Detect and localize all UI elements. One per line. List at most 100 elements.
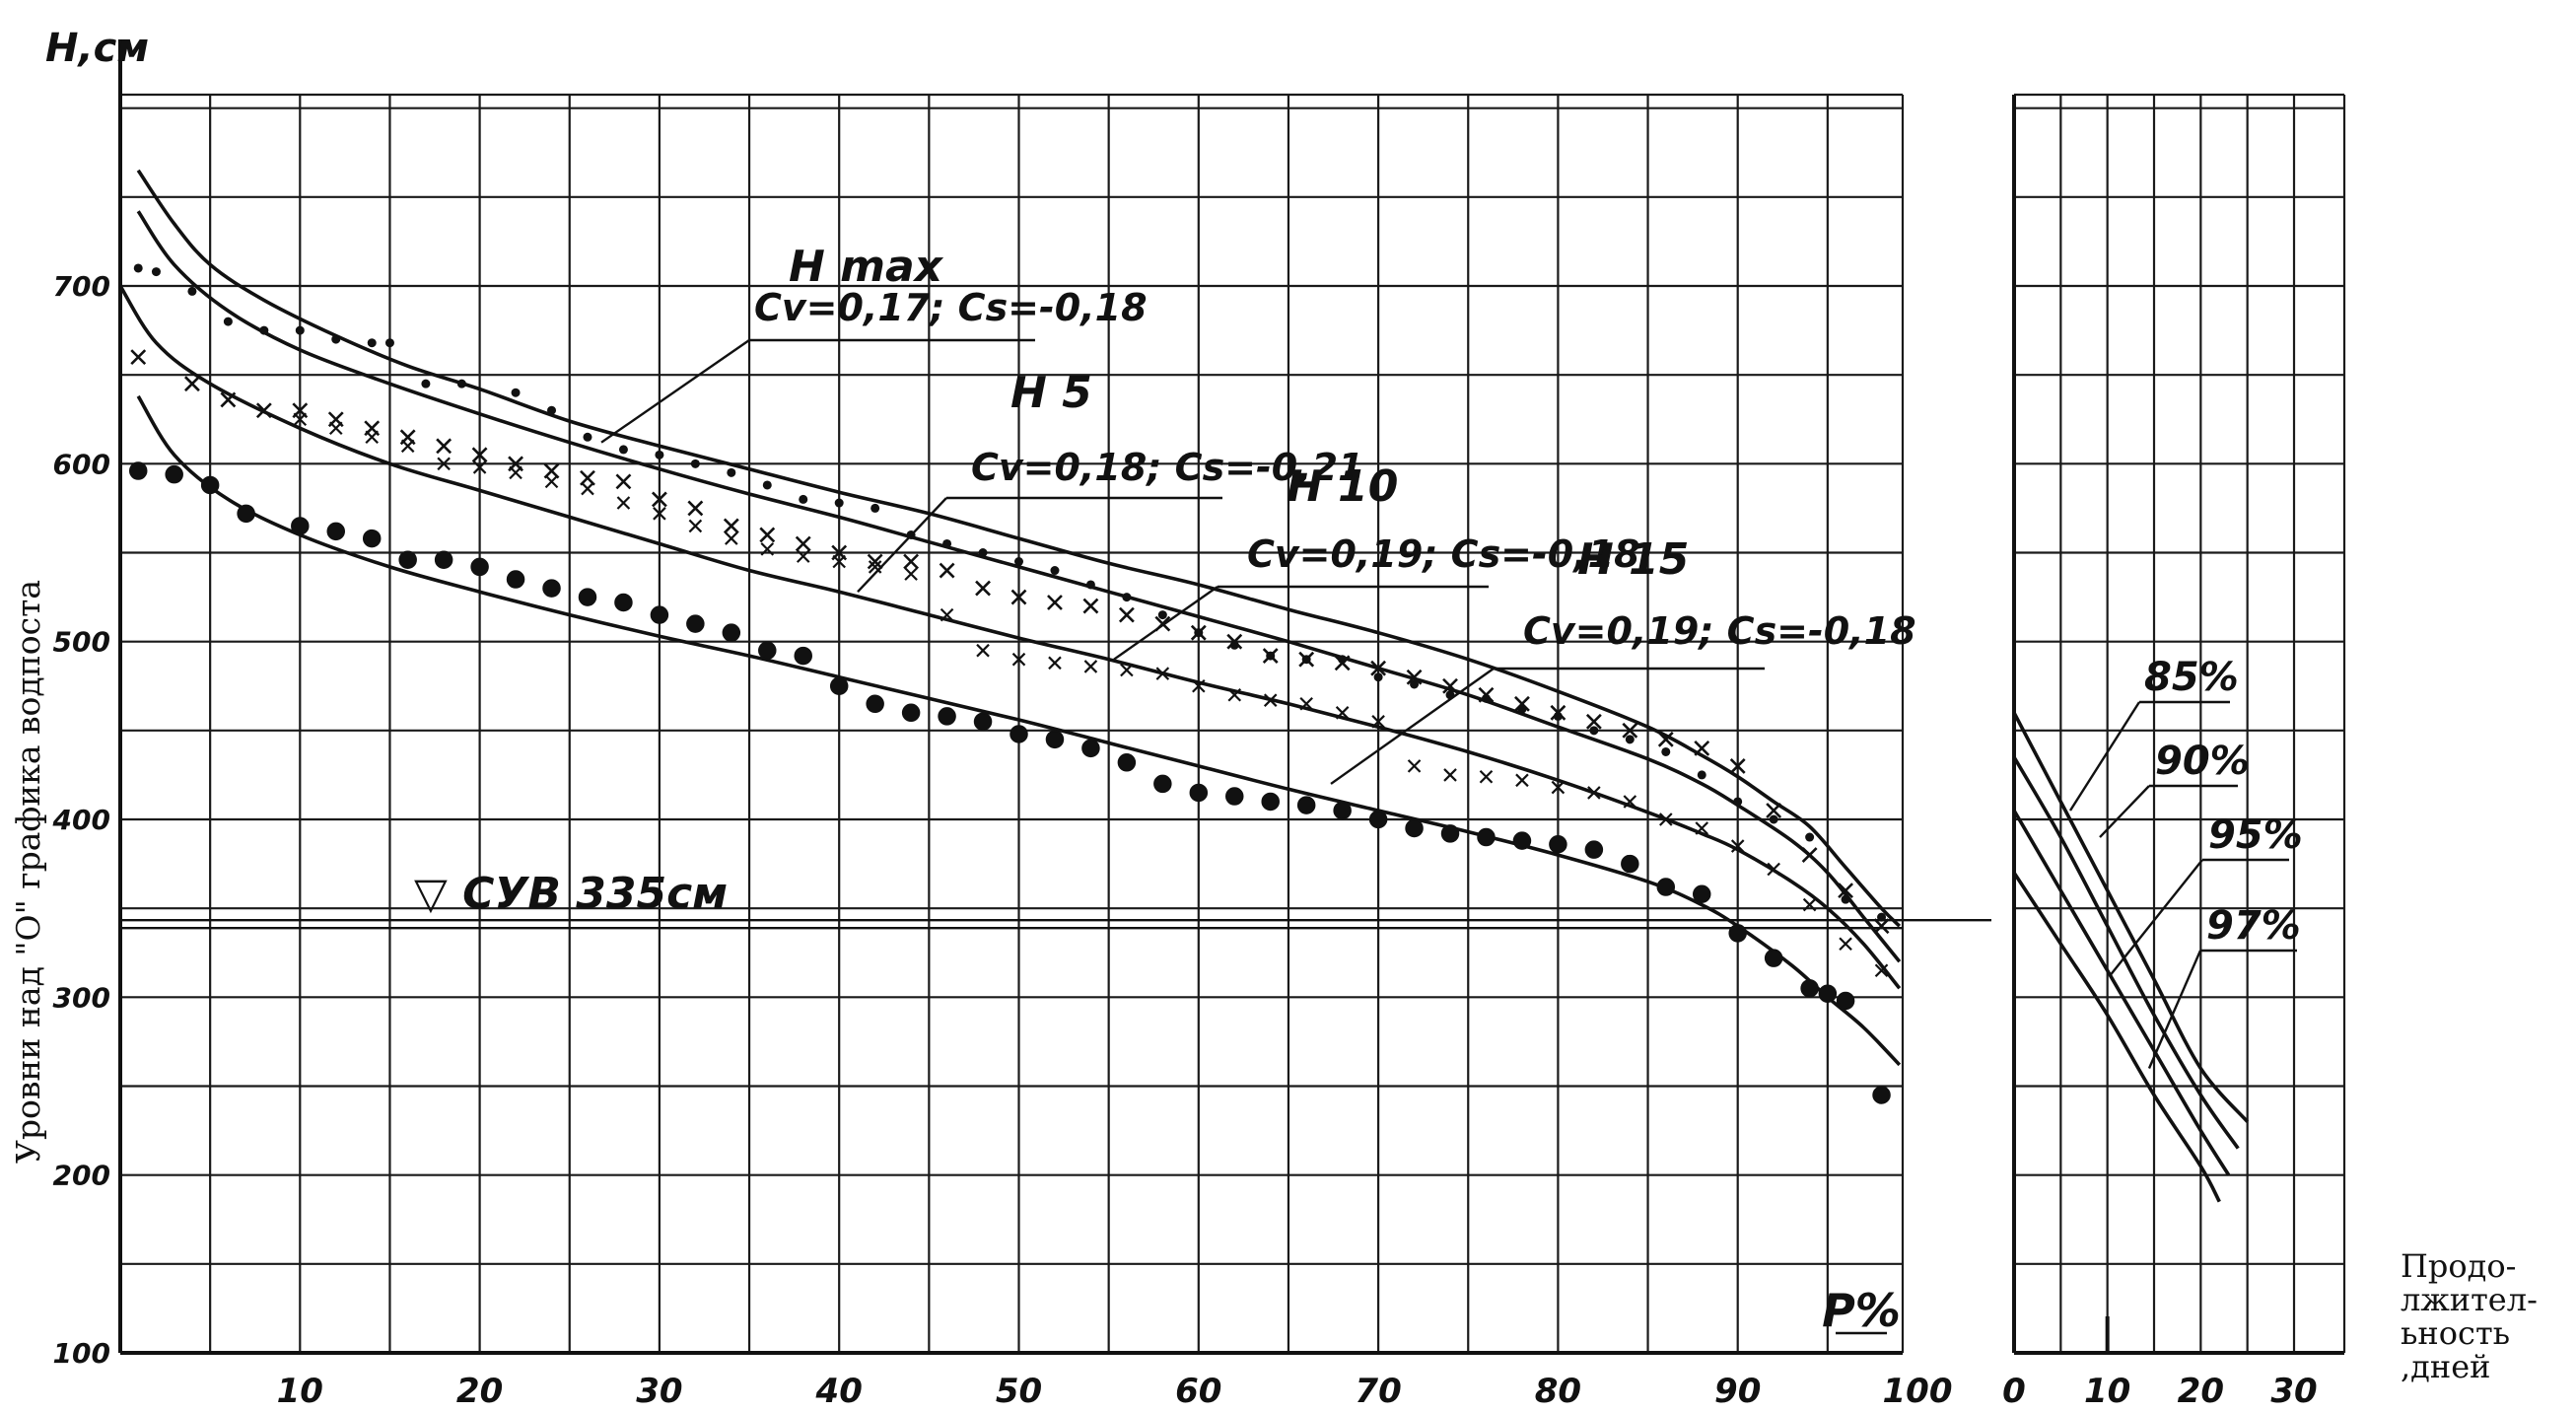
data-point (1695, 821, 1709, 835)
data-point (1767, 862, 1780, 877)
inset-x-tick-label: 10 (2084, 1372, 2130, 1411)
labels-layer: H,см Уровни над "О" графика водпоста P% Про… (9, 26, 2538, 1385)
inset-x-axis-title-line: ,дней (2401, 1348, 2490, 1385)
data-point (866, 694, 884, 714)
data-point (1729, 757, 1746, 774)
data-point (1587, 786, 1601, 800)
x-tick-label: 50 (996, 1372, 1042, 1411)
data-point (506, 570, 525, 589)
data-point (1048, 656, 1062, 671)
data-point (1118, 606, 1135, 623)
data-point (1082, 598, 1099, 614)
data-point (367, 338, 377, 348)
data-point (1443, 768, 1457, 782)
data-point (578, 588, 597, 606)
data-point (1335, 706, 1350, 720)
data-point (1514, 695, 1530, 712)
data-point (1766, 803, 1782, 818)
data-point (1584, 840, 1604, 859)
inset-label-leader (2068, 701, 2141, 812)
data-point (1478, 686, 1495, 703)
data-point (1550, 704, 1566, 721)
data-point (1549, 834, 1567, 854)
duration-curve (2012, 755, 2240, 1150)
y-unit-label: H,см (45, 26, 149, 71)
data-point (1334, 655, 1351, 671)
data-point (760, 542, 775, 556)
reference-line-layer: ▽ СУВ 335см (120, 869, 1991, 930)
data-point (618, 445, 628, 455)
series-params-label: Cv=0,17; Cs=-0,18 (754, 286, 1148, 329)
data-point (326, 522, 346, 541)
data-point (1697, 770, 1706, 780)
data-point (1733, 797, 1743, 807)
data-point (1728, 924, 1747, 943)
data-point (472, 460, 487, 474)
data-point (200, 475, 220, 495)
data-point (870, 503, 880, 513)
series-name-label: H 5 (1010, 368, 1092, 418)
data-point (615, 473, 632, 490)
data-point (1585, 713, 1602, 730)
label-leader-line (1113, 586, 1218, 661)
data-point (1730, 839, 1745, 853)
curves-layer (118, 169, 2250, 1203)
data-point (131, 350, 146, 364)
data-point (904, 567, 918, 581)
data-point (165, 464, 183, 484)
y-axis-title: Уровни над "О" графика водпоста (9, 580, 47, 1164)
data-point (1410, 679, 1420, 689)
data-point (759, 527, 776, 543)
axes (118, 39, 2344, 1355)
duration-curve (2012, 711, 2250, 1123)
probability-curve (136, 394, 1902, 1067)
inset-series-label: 95% (2208, 812, 2303, 858)
y-tick-label: 500 (53, 626, 110, 659)
data-point (365, 430, 379, 445)
inset-label-leader (2109, 859, 2203, 977)
data-point (421, 379, 431, 389)
y-tick-label: 200 (53, 1160, 110, 1192)
data-point (1877, 912, 1887, 922)
data-point (942, 538, 952, 548)
data-point (1769, 814, 1778, 824)
data-point (1262, 648, 1279, 665)
inset-series-label: 97% (2206, 903, 2301, 949)
data-point (1298, 651, 1315, 668)
data-point (331, 334, 341, 344)
data-point (185, 377, 199, 390)
data-point (938, 707, 956, 726)
data-point (1512, 831, 1532, 850)
inset-x-axis-title-line: лжител- (2401, 1281, 2538, 1318)
data-point (1333, 801, 1352, 820)
data-point (1296, 796, 1316, 814)
data-point (978, 548, 988, 557)
data-point (1192, 678, 1206, 693)
data-point (151, 267, 161, 277)
data-point (1045, 730, 1065, 749)
data-point (1551, 780, 1566, 795)
data-point (1818, 984, 1838, 1003)
data-point (727, 467, 736, 477)
data-point (834, 498, 844, 508)
data-point (1050, 566, 1060, 576)
x-tick-label: 70 (1355, 1372, 1401, 1411)
inset-x-tick-label: 30 (2270, 1372, 2317, 1411)
x-tick-label: 10 (277, 1372, 323, 1411)
data-point (328, 421, 343, 436)
data-point (544, 474, 559, 489)
data-point (653, 507, 666, 521)
data-point (1802, 897, 1817, 912)
data-point (221, 392, 236, 407)
data-point (1625, 735, 1635, 744)
data-point (1656, 878, 1676, 896)
data-point (1117, 753, 1137, 772)
data-point (832, 554, 846, 569)
data-point (1477, 827, 1496, 847)
data-point (470, 557, 489, 577)
inset-label-leader (2147, 950, 2202, 1069)
data-point (655, 450, 664, 459)
data-point (509, 465, 522, 480)
data-point (1801, 847, 1818, 863)
